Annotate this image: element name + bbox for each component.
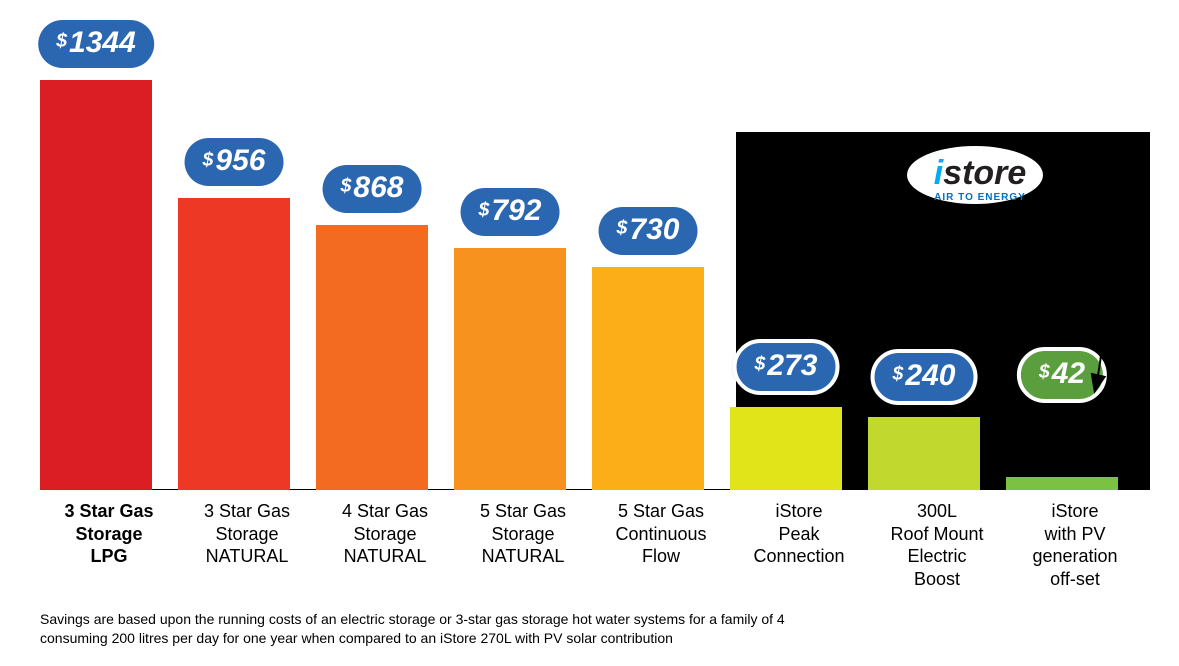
callout-arrow	[40, 20, 1150, 490]
bar-label-7: iStore with PV generation off-set	[1006, 500, 1144, 590]
chart-area: $1344$956$868$792$730$273$240$42istoreAI…	[40, 20, 1150, 490]
bar-labels-row: 3 Star Gas Storage LPG3 Star Gas Storage…	[40, 500, 1150, 590]
bar-label-1: 3 Star Gas Storage NATURAL	[178, 500, 316, 590]
footnote-text: Savings are based upon the running costs…	[40, 610, 800, 648]
bar-label-6: 300L Roof Mount Electric Boost	[868, 500, 1006, 590]
bar-label-2: 4 Star Gas Storage NATURAL	[316, 500, 454, 590]
bar-label-4: 5 Star Gas Continuous Flow	[592, 500, 730, 590]
bar-label-5: iStore Peak Connection	[730, 500, 868, 590]
bar-label-3: 5 Star Gas Storage NATURAL	[454, 500, 592, 590]
bar-label-0: 3 Star Gas Storage LPG	[40, 500, 178, 590]
